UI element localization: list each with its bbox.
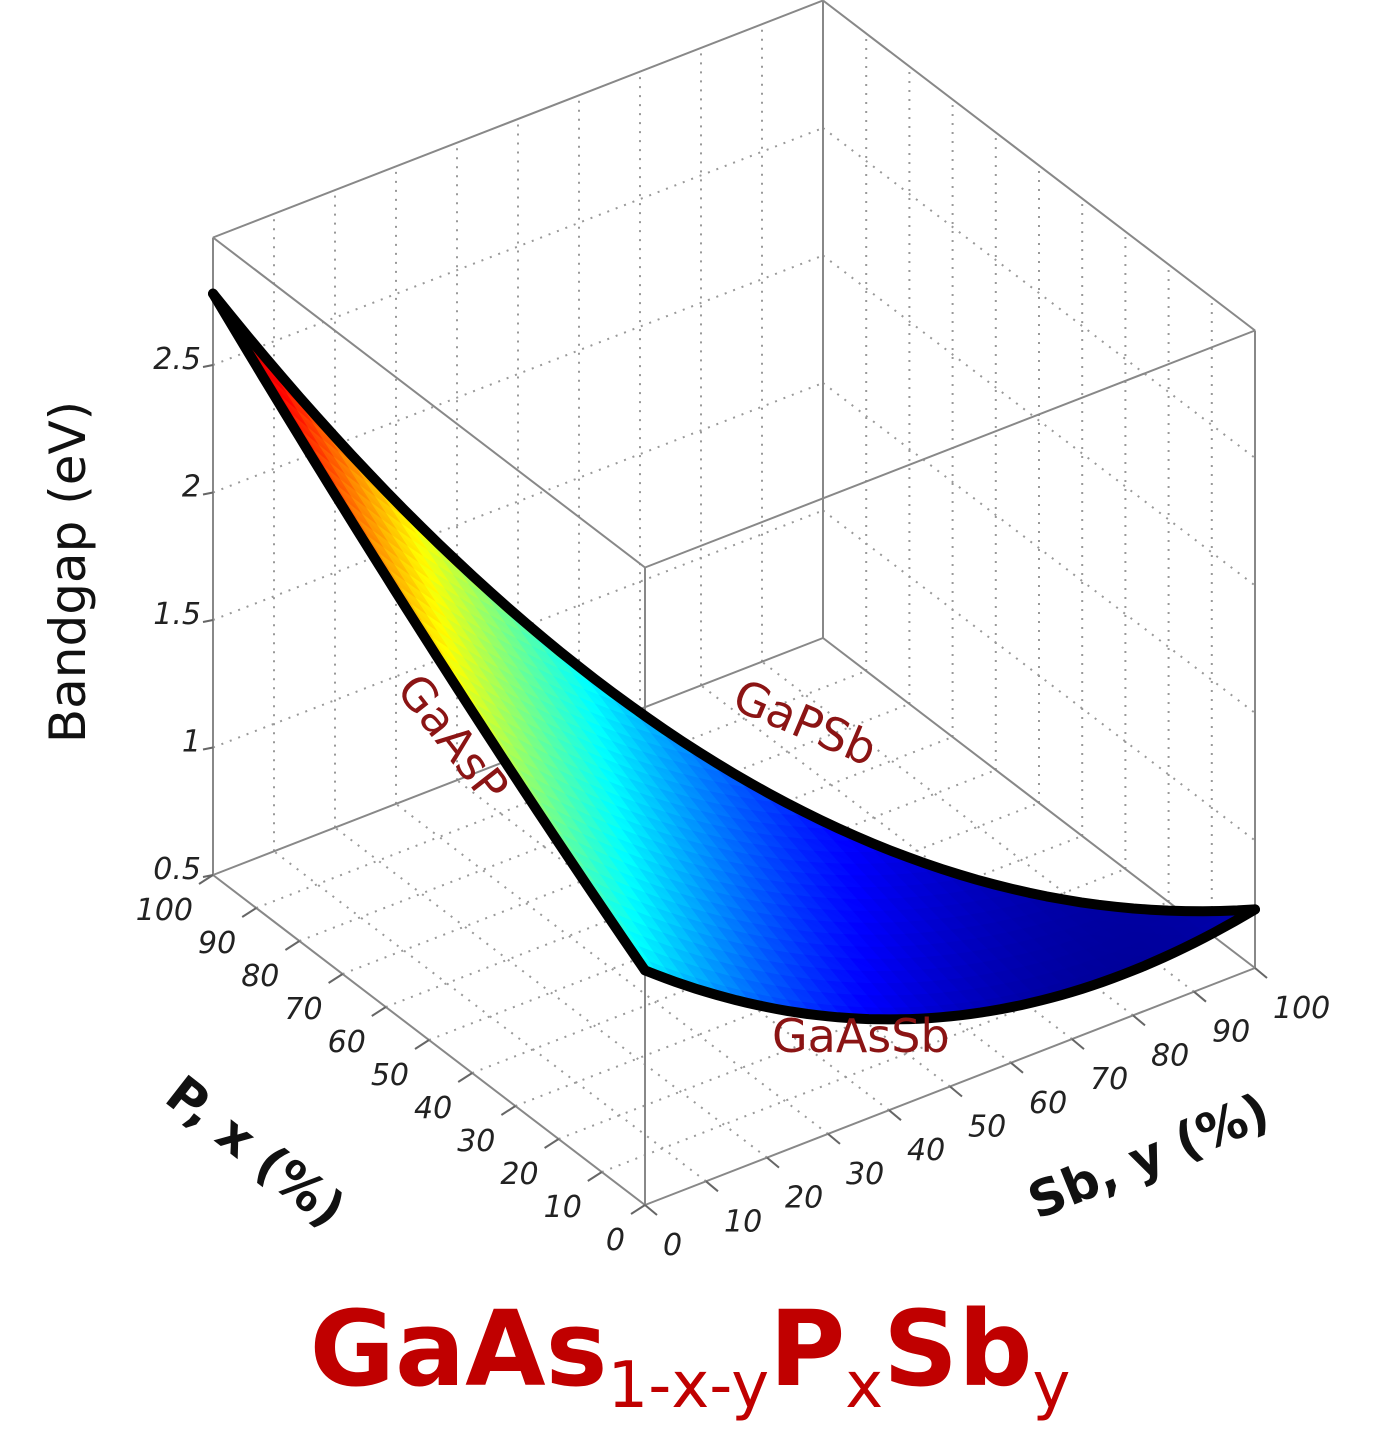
x-tick-label: 10 <box>544 1190 582 1225</box>
x-tick-label: 0 <box>606 1223 625 1258</box>
z-tick-mark <box>202 619 214 623</box>
wall-grid-line <box>212 127 824 366</box>
z-tick-mark <box>202 746 214 751</box>
chart-title: GaAs1-x-yPxSby <box>310 1288 1071 1423</box>
z-tick-mark <box>202 491 214 496</box>
x-tick-mark <box>630 1204 646 1215</box>
y-tick-mark <box>1254 967 1268 979</box>
title-sub-y: y <box>1033 1349 1071 1423</box>
z-tick-label: 1.5 <box>153 597 201 632</box>
x-tick-mark <box>500 1105 516 1116</box>
wall-grid-line <box>822 254 1256 587</box>
y-tick-label: 50 <box>968 1110 1006 1145</box>
floor-grid-line <box>299 703 910 942</box>
box-edge <box>212 236 646 569</box>
x-tick-mark <box>241 907 257 918</box>
x-tick-label: 100 <box>136 893 193 928</box>
y-tick-mark <box>705 1180 719 1193</box>
floor-grid-line <box>395 803 829 1135</box>
y-tick-mark <box>1071 1038 1085 1050</box>
x-tick-mark <box>414 1039 430 1050</box>
x-tick-mark <box>544 1138 560 1149</box>
box-edge <box>822 0 1256 332</box>
floor-grid-line <box>342 736 953 975</box>
y-tick-label: 40 <box>907 1133 945 1168</box>
z-tick-mark <box>202 364 214 368</box>
y-tick-mark <box>766 1156 780 1169</box>
wall-grid-line <box>822 127 1256 459</box>
z-tick-label: 2 <box>182 470 201 505</box>
x-tick-label: 30 <box>457 1124 495 1159</box>
wall-grid-line <box>212 382 824 621</box>
z-tick-label: 2.5 <box>153 342 201 377</box>
grid-lines <box>212 24 1256 1183</box>
y-tick-label: 30 <box>846 1157 884 1192</box>
edge-label-gaassb: GaAsSb <box>772 1009 950 1063</box>
floor-grid-line <box>558 901 1169 1140</box>
x-tick-label: 60 <box>328 1025 366 1060</box>
y-tick-mark <box>1010 1062 1024 1074</box>
floor-grid-line <box>273 850 707 1183</box>
edge-curve-gaassb <box>640 904 1260 1025</box>
y-tick-mark <box>888 1109 902 1121</box>
x-tick-label: 80 <box>241 959 279 994</box>
x-tick-label: 20 <box>500 1157 538 1192</box>
x-tick-mark <box>587 1171 603 1182</box>
edge-curve-gapsb <box>208 288 1260 917</box>
x-tick-label: 90 <box>198 926 236 961</box>
title-sub-1: 1-x-y <box>608 1349 770 1423</box>
box-edge <box>212 0 824 239</box>
x-tick-label: 50 <box>371 1058 409 1093</box>
edge-label-gapsb: GaPSb <box>726 668 885 776</box>
wall-grid-line <box>822 382 1256 714</box>
floor-grid-line <box>334 826 768 1159</box>
axes-box <box>212 0 1256 1206</box>
box-edge <box>644 329 1256 569</box>
z-tick-label: 1 <box>182 725 201 760</box>
title-p: P <box>769 1288 845 1410</box>
floor-grid-line <box>601 934 1213 1173</box>
y-tick-mark <box>1193 990 1207 1003</box>
floor-grid-line <box>515 868 1126 1107</box>
bandgap-surface <box>212 293 1256 1021</box>
title-sub-x: x <box>845 1349 883 1423</box>
floor-grid-line <box>255 670 867 909</box>
y-tick-label: 90 <box>1212 1015 1250 1050</box>
floor-grid-line <box>385 769 997 1008</box>
y-tick-label: 100 <box>1273 991 1330 1026</box>
edge-curve-gaasp <box>208 288 650 976</box>
x-tick-label: 40 <box>414 1091 452 1126</box>
y-tick-mark <box>644 1204 658 1216</box>
title-base: GaAs <box>310 1288 608 1410</box>
tick-labels: 0.511.522.501020304050607080901000102030… <box>136 342 1331 1263</box>
y-tick-mark <box>949 1085 963 1098</box>
z-axis-title: Bandgap (eV) <box>39 401 97 743</box>
wall-grid-line <box>212 254 824 494</box>
y-tick-label: 10 <box>724 1204 762 1239</box>
floor-grid-line <box>471 835 1083 1074</box>
floor-grid-line <box>428 802 1040 1041</box>
x-tick-mark <box>328 973 344 984</box>
y-tick-label: 80 <box>1151 1038 1189 1073</box>
y-tick-mark <box>1132 1014 1146 1027</box>
y-tick-mark <box>827 1133 841 1145</box>
wall-grid-line <box>212 509 824 749</box>
title-sb: Sb <box>883 1288 1032 1410</box>
wall-grid-line <box>822 509 1256 842</box>
z-tick-label: 0.5 <box>153 852 201 887</box>
y-tick-label: 20 <box>785 1181 823 1216</box>
x-tick-label: 70 <box>284 992 322 1027</box>
x-axis-title: P, x (%) <box>155 1064 356 1239</box>
x-tick-mark <box>457 1072 473 1083</box>
y-tick-label: 70 <box>1090 1062 1128 1097</box>
x-tick-mark <box>371 1006 387 1017</box>
x-tick-mark <box>198 874 214 885</box>
y-tick-label: 0 <box>663 1228 682 1263</box>
x-tick-mark <box>284 940 300 951</box>
y-tick-label: 60 <box>1029 1086 1067 1121</box>
surface-edges <box>208 288 1260 1025</box>
